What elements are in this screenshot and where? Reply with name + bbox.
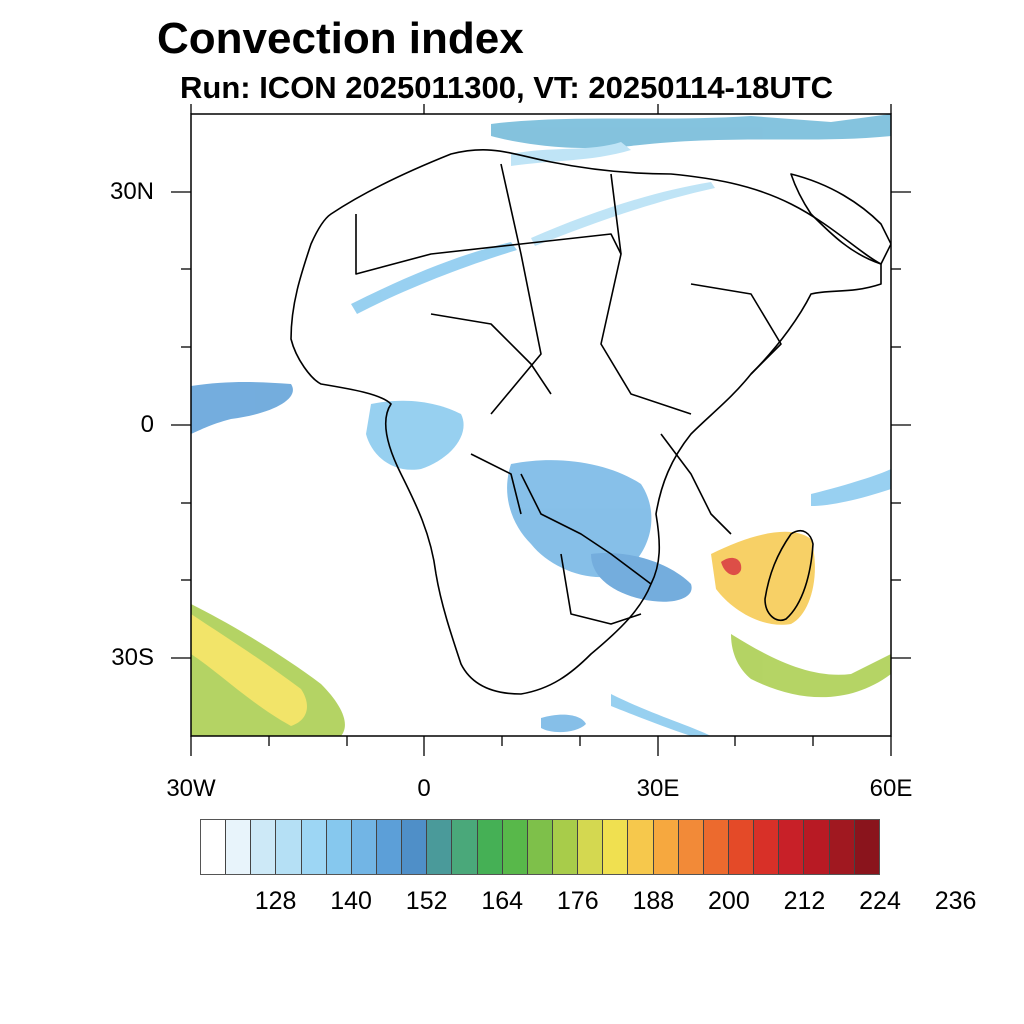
colorbar-swatch — [728, 820, 755, 874]
colorbar-swatch — [351, 820, 377, 874]
chart-title: Convection index — [157, 14, 524, 63]
chart-subtitle: Run: ICON 2025011300, VT: 20250114-18UTC — [180, 70, 834, 105]
x-axis-label-60e: 60E — [869, 775, 913, 802]
border-2 — [490, 163, 542, 415]
colorbar-label: 212 — [783, 887, 826, 915]
map-panel — [171, 104, 911, 756]
colorbar-label: 200 — [708, 887, 750, 915]
africa-coastline — [290, 149, 882, 695]
y-axis-label-0: 0 — [140, 411, 154, 438]
field-sahara-streak-1 — [351, 242, 517, 314]
colorbar-label: 176 — [556, 887, 599, 915]
map-frame — [190, 113, 892, 737]
border-6 — [690, 283, 782, 375]
colorbar-swatch — [326, 820, 352, 874]
colorbar-swatch — [552, 820, 579, 874]
border-4 — [520, 473, 652, 585]
colorbar-swatch — [276, 820, 302, 874]
field-sahara-streak-2 — [531, 182, 715, 246]
border-8 — [660, 433, 732, 535]
colorbar-label: 224 — [859, 887, 901, 915]
border-1 — [355, 214, 622, 275]
colorbar-swatch — [779, 820, 805, 874]
colorbar-label: 188 — [632, 887, 675, 915]
border-9 — [470, 453, 522, 515]
colorbar-label: 236 — [934, 887, 977, 915]
y-axis-label-30s: 30S — [111, 644, 154, 671]
x-axis-label-0: 0 — [417, 775, 431, 802]
colorbar-swatch — [376, 820, 403, 874]
colorbar — [200, 819, 880, 875]
colorbar-swatch — [301, 820, 327, 874]
colorbar-swatch — [402, 820, 428, 874]
colorbar-label: 152 — [405, 887, 448, 915]
colorbar-swatch — [804, 820, 830, 874]
colorbar-label: 140 — [330, 887, 372, 915]
colorbar-swatch — [477, 820, 503, 874]
colorbar-swatch — [703, 820, 729, 874]
colorbar-swatch — [427, 820, 453, 874]
colorbar-swatch — [829, 820, 855, 874]
convection-field — [191, 114, 891, 736]
y-axis-label-30n: 30N — [109, 178, 154, 205]
colorbar-swatch — [603, 820, 629, 874]
colorbar-swatch — [251, 820, 277, 874]
field-mozambique-channel-tail — [731, 634, 891, 698]
colorbar-swatch — [502, 820, 528, 874]
colorbar-label: 128 — [254, 887, 297, 915]
arabian-peninsula — [790, 173, 891, 265]
colorbar-swatch — [452, 820, 478, 874]
border-7 — [430, 313, 552, 395]
colorbar-swatch — [628, 820, 654, 874]
axis-ticks — [171, 104, 911, 756]
field-southeast-streak — [611, 694, 711, 736]
field-gulf-guinea — [366, 400, 464, 470]
x-axis-label-30w: 30W — [166, 775, 216, 802]
madagascar — [764, 529, 814, 621]
colorbar-swatch — [226, 820, 252, 874]
field-north-mediterranean — [491, 114, 891, 149]
colorbar-swatch — [527, 820, 553, 874]
map-svg — [171, 104, 911, 756]
colorbar-swatch — [678, 820, 704, 874]
field-congo — [507, 460, 652, 578]
colorbar-swatch — [653, 820, 679, 874]
field-south-ocean-blob — [541, 714, 586, 733]
field-cyclone-core — [721, 557, 742, 576]
coastlines-borders — [290, 149, 891, 695]
field-atlantic-west — [191, 382, 293, 434]
colorbar-label: 164 — [481, 887, 524, 915]
border-5 — [560, 553, 642, 625]
field-madagascar-cyclone — [711, 531, 815, 625]
colorbar-swatch — [578, 820, 604, 874]
border-3 — [600, 173, 692, 415]
colorbar-swatch — [854, 820, 879, 874]
x-axis-label-30e: 30E — [636, 775, 680, 802]
field-east-indian — [811, 469, 891, 506]
colorbar-swatch — [201, 820, 227, 874]
colorbar-swatch — [754, 820, 780, 874]
field-south-atlantic-inner — [191, 614, 307, 726]
